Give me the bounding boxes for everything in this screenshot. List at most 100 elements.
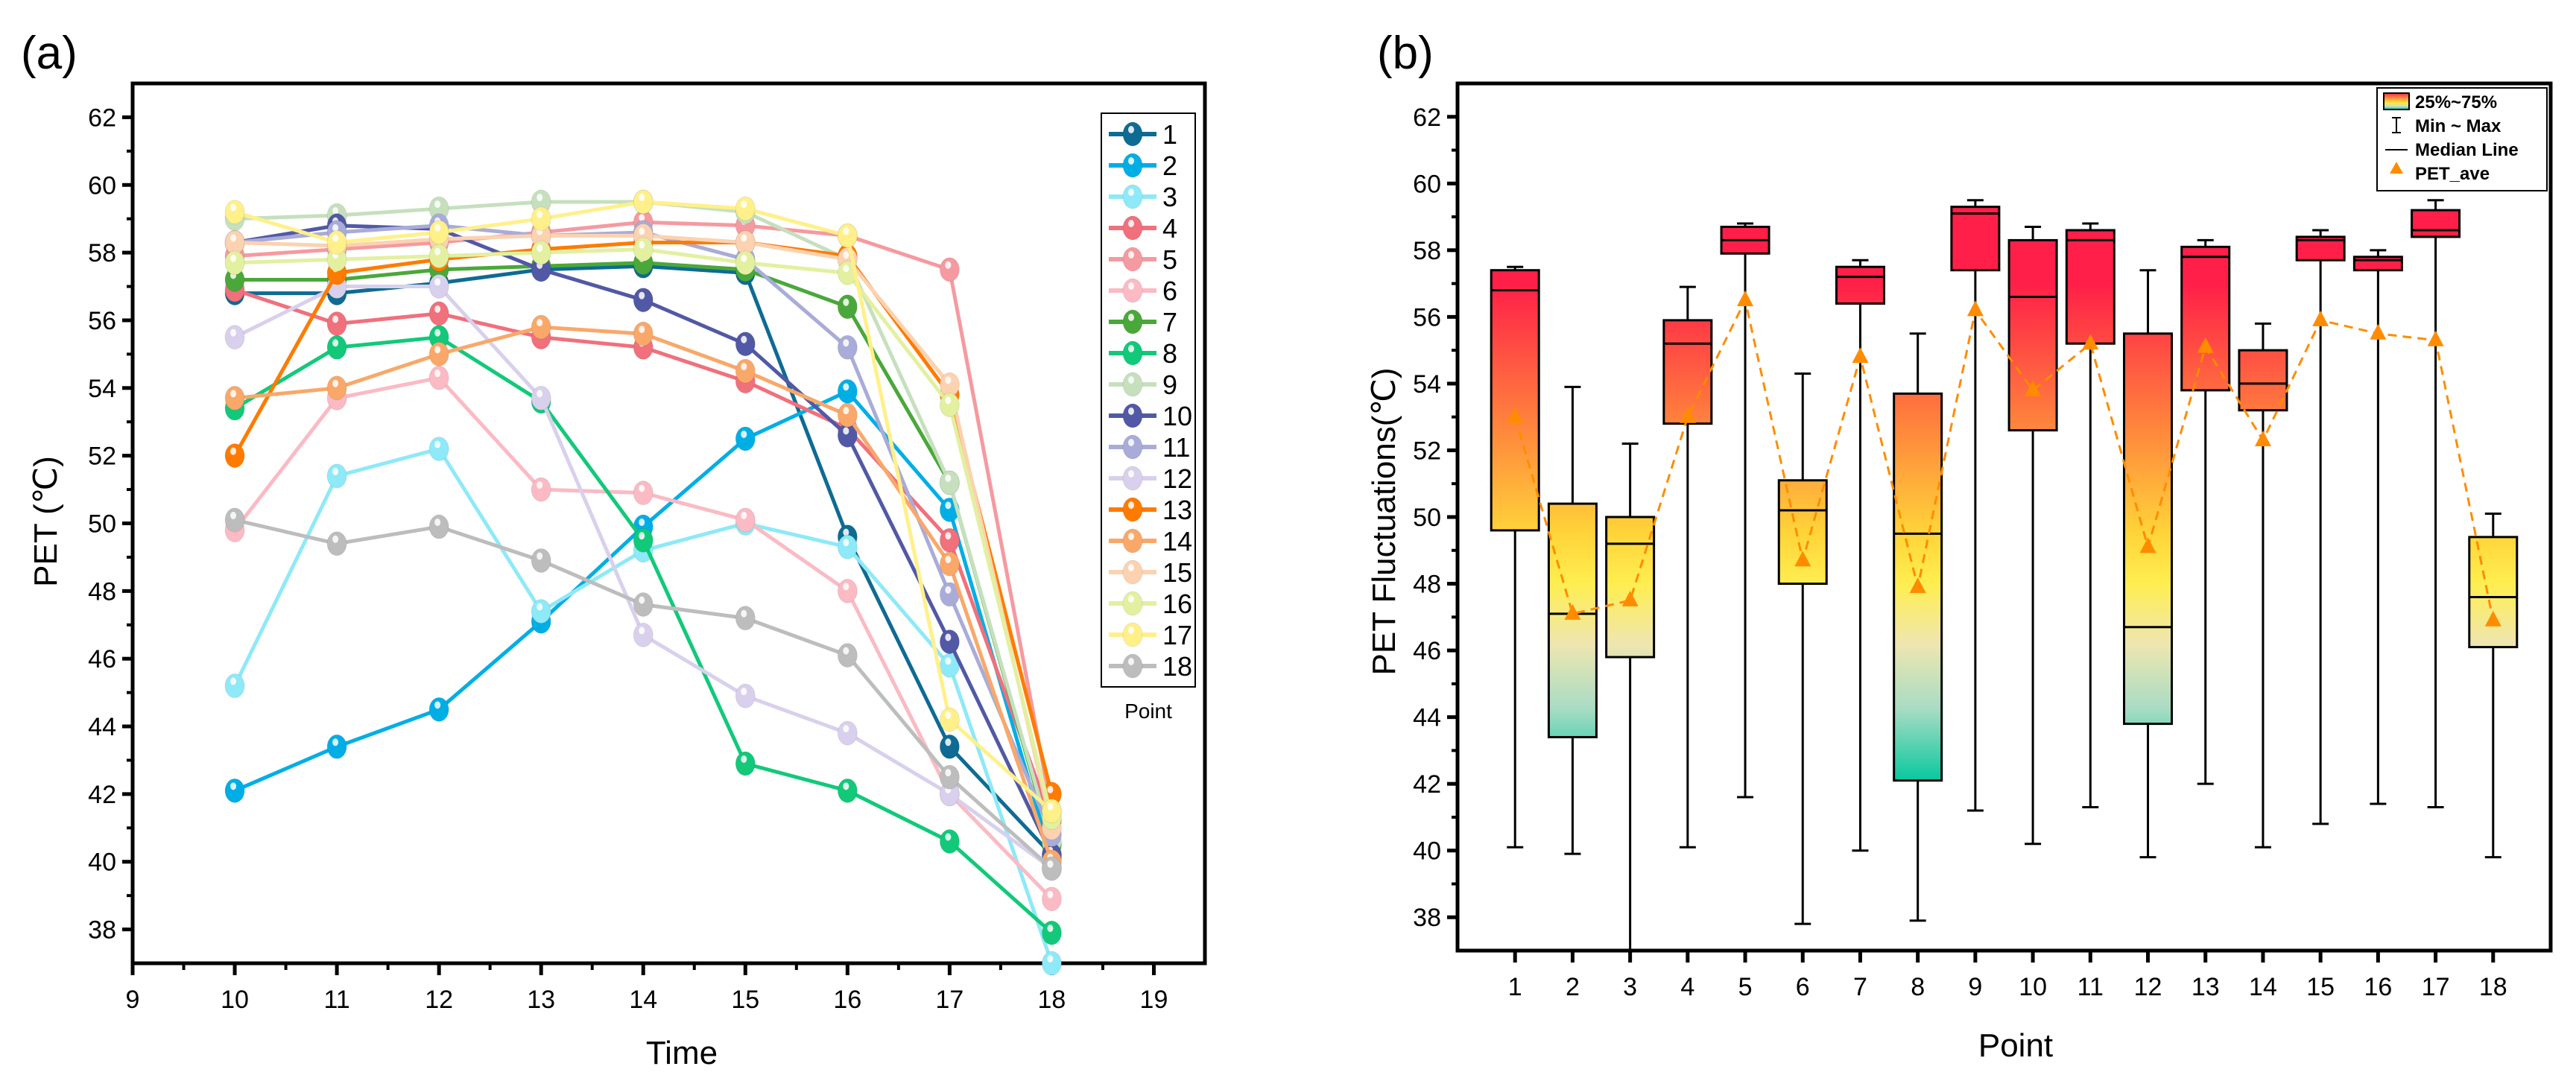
x-tick-label: 8 [1911, 973, 1925, 1001]
x-tick-label: 10 [2019, 973, 2047, 1001]
y-tick-label: 58 [1413, 237, 1441, 265]
mean-marker [2025, 380, 2042, 396]
data-point [633, 527, 654, 553]
marker-highlight [434, 370, 441, 378]
data-point [735, 683, 756, 708]
y-tick-label: 42 [88, 781, 116, 809]
marker-highlight [945, 833, 952, 841]
legend-label: 6 [1162, 276, 1177, 306]
legend-item: 11 [1109, 432, 1190, 463]
legend-item: 18 [1109, 651, 1192, 682]
data-point [735, 358, 756, 384]
y-tick-label: 48 [1413, 571, 1441, 599]
x-tick-label: 13 [2192, 973, 2220, 1001]
marker-highlight [945, 396, 952, 405]
legend-label: 14 [1162, 526, 1192, 557]
legend-marker [1122, 622, 1143, 647]
data-point [224, 325, 245, 350]
marker-highlight [843, 725, 849, 733]
data-point [224, 443, 245, 469]
iqr-box [1835, 265, 1885, 305]
legend-label: 4 [1162, 213, 1177, 244]
legend-marker [1122, 497, 1143, 522]
data-point [224, 385, 245, 410]
marker-highlight [639, 241, 645, 249]
marker-highlight [639, 532, 645, 540]
y-tick-label: 60 [88, 171, 116, 200]
legend-marker [1122, 215, 1143, 241]
data-point [1041, 887, 1062, 912]
data-point [428, 244, 449, 269]
data-point [224, 250, 245, 276]
data-point [735, 196, 756, 221]
y-tick-label: 42 [1413, 770, 1441, 799]
legend-label: Min ~ Max [2415, 116, 2501, 136]
legend-item: 7 [1109, 307, 1177, 337]
x-axis-label-a: Time [646, 1035, 718, 1071]
x-tick-label: 10 [221, 986, 249, 1014]
marker-highlight [843, 264, 849, 273]
iqr-box [1547, 502, 1598, 738]
series-line [234, 518, 1054, 870]
legend-label: 1 [1162, 119, 1177, 150]
box-14 [2238, 322, 2288, 849]
x-tick-label: 9 [126, 986, 140, 1014]
marker-highlight [332, 234, 339, 242]
mean-marker [2197, 337, 2214, 353]
mean-marker [2370, 323, 2387, 340]
legend-marker [1122, 372, 1143, 397]
iqr-box [1490, 269, 1540, 532]
marker-highlight [537, 193, 543, 201]
data-point [326, 463, 347, 489]
marker-highlight [434, 247, 441, 256]
marker-highlight [434, 329, 441, 337]
mean-marker [1679, 407, 1696, 423]
mean-marker [2139, 537, 2156, 554]
y-tick-label: 38 [1413, 904, 1441, 932]
panel-label-b: (b) [1377, 28, 1434, 79]
legend-marker [1122, 403, 1143, 428]
legend-frame [1101, 112, 1196, 688]
x-tick-label: 11 [323, 986, 349, 1014]
y-tick-label: 62 [88, 104, 116, 132]
y-tick-label: 40 [88, 849, 116, 877]
data-point [633, 237, 654, 262]
marker-highlight [1128, 627, 1134, 634]
marker-highlight [945, 376, 952, 384]
marker-highlight [1128, 501, 1134, 509]
x-tick-label: 15 [731, 986, 759, 1014]
legend-item: 8 [1109, 338, 1177, 369]
legend-label: 17 [1162, 620, 1192, 650]
marker-highlight [1128, 126, 1134, 133]
marker-highlight [843, 539, 849, 547]
marker-highlight [945, 633, 952, 641]
y-tick-label: 52 [1413, 437, 1441, 465]
legend-item: 4 [1109, 213, 1177, 244]
data-point [837, 778, 858, 803]
x-tick-label: 18 [2479, 973, 2507, 1001]
y-tick-label: 38 [88, 916, 116, 945]
legend-label: 25%~75% [2415, 92, 2497, 112]
data-point [326, 375, 347, 401]
data-point [531, 477, 551, 502]
data-point [837, 294, 858, 320]
legend-mean-icon [2390, 162, 2403, 174]
legend-label: 13 [1162, 495, 1192, 525]
legend-item: 14 [1109, 526, 1192, 557]
legend-marker [1122, 528, 1143, 554]
y-tick-label: 52 [88, 443, 116, 471]
box-17 [2411, 199, 2461, 808]
legend-label: 5 [1162, 244, 1177, 275]
marker-highlight [537, 390, 543, 398]
y-tick-label: 46 [1413, 637, 1441, 665]
marker-highlight [843, 339, 849, 347]
y-tick-label: 54 [88, 375, 116, 403]
series-18 [224, 507, 1062, 881]
data-point [224, 200, 245, 225]
data-point [326, 734, 347, 759]
marker-highlight [843, 251, 849, 259]
x-tick-label: 14 [629, 986, 657, 1014]
marker-highlight [741, 363, 747, 371]
x-tick-label: 12 [425, 986, 453, 1014]
